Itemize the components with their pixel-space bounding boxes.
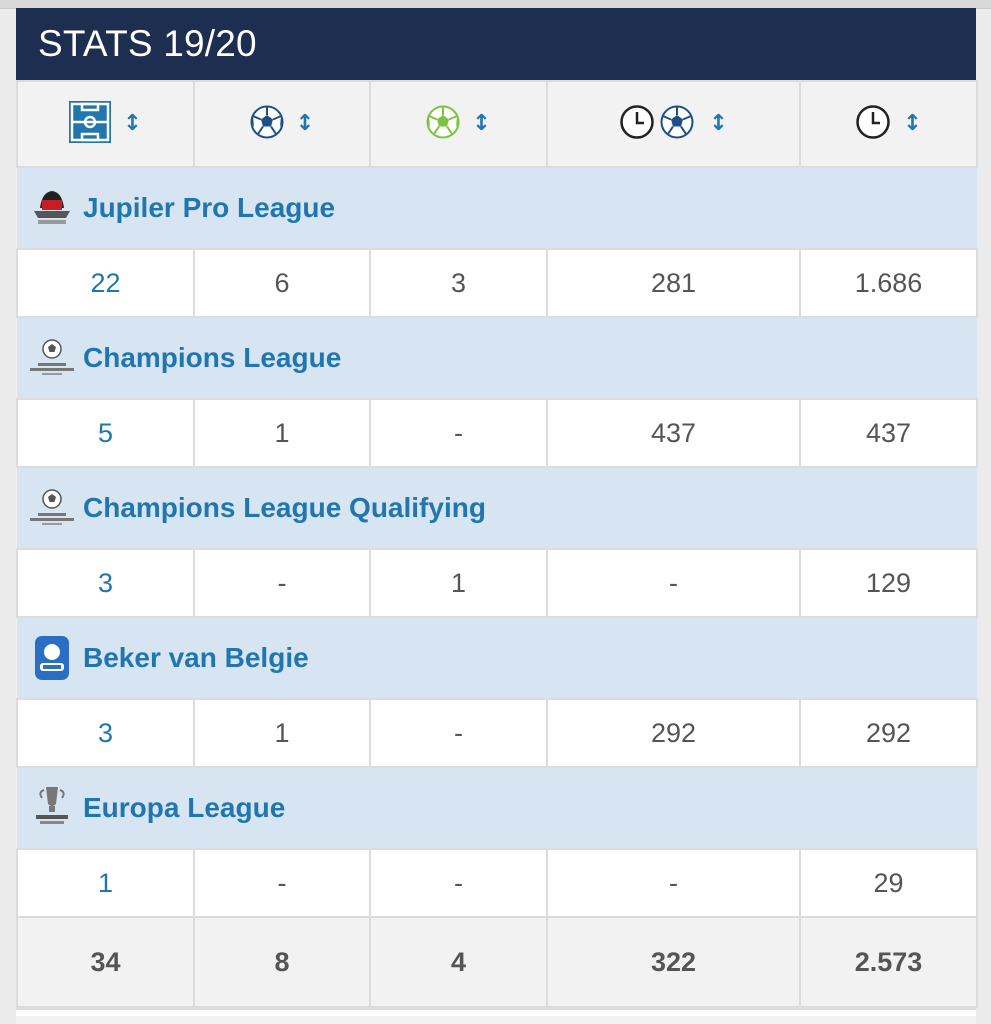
total-minutes-played-cell: 2.573: [799, 916, 978, 1008]
title-bar: STATS 19/20: [16, 8, 976, 80]
competition-cell: Jupiler Pro League: [17, 166, 977, 250]
stats-card: STATS 19/20 ↕: [16, 8, 978, 1024]
assists-cell: -: [369, 398, 548, 468]
column-header-assists[interactable]: ↕: [369, 80, 548, 168]
header-row: ↕: [16, 80, 978, 168]
assists-cell: 1: [369, 548, 548, 618]
competition-row: Champions League Qualifying: [17, 466, 977, 550]
goals-cell: 1: [193, 698, 371, 768]
total-minutes-per-goal-cell: 322: [546, 916, 801, 1008]
table-row: 22 6 3 281 1.686: [16, 248, 978, 318]
goal-ball-icon: [250, 105, 284, 144]
competition-name[interactable]: Europa League: [83, 792, 286, 823]
minutes-played-cell: 437: [799, 398, 978, 468]
champions-league-logo: [27, 333, 77, 383]
minutes-per-goal-cell: -: [546, 848, 801, 918]
competition-cell: Europa League: [17, 766, 977, 850]
minutes-per-goal-cell: 281: [546, 248, 801, 318]
competition-cell: Champions League: [17, 316, 977, 400]
minutes-per-goal-cell: 292: [546, 698, 801, 768]
competition-row: Europa League: [17, 766, 977, 850]
champions-league-qualifying-logo: [27, 483, 77, 533]
competition-row: Jupiler Pro League: [17, 166, 977, 250]
competition-cell: Champions League Qualifying: [17, 466, 977, 550]
jupiler-pro-league-logo: [27, 183, 77, 233]
assist-ball-icon: [426, 105, 460, 144]
assists-cell: 3: [369, 248, 548, 318]
appearances-cell: 1: [16, 848, 195, 918]
competition-name[interactable]: Beker van Belgie: [83, 642, 309, 673]
table-row: 1 - - - 29: [16, 848, 978, 918]
europa-league-logo: [27, 783, 77, 833]
appearances-cell: 22: [16, 248, 195, 318]
totals-row: 34 8 4 322 2.573: [16, 916, 978, 1008]
competition-cell: Beker van Belgie: [17, 616, 977, 700]
competition-row: Champions League: [17, 316, 977, 400]
beker-van-belgie-logo: [27, 633, 77, 683]
column-header-appearances[interactable]: ↕: [16, 80, 195, 168]
column-header-minutes-per-goal[interactable]: ↕: [546, 80, 801, 168]
competition-name[interactable]: Champions League: [83, 342, 342, 373]
competition-name[interactable]: Jupiler Pro League: [83, 192, 336, 223]
sort-arrows-icon[interactable]: ↕: [903, 111, 922, 136]
column-header-minutes-played[interactable]: ↕: [799, 80, 978, 168]
appearances-cell: 5: [16, 398, 195, 468]
minutes-played-cell: 292: [799, 698, 978, 768]
appearances-cell: 3: [16, 548, 195, 618]
total-assists-cell: 4: [369, 916, 548, 1008]
competition-row: Beker van Belgie: [17, 616, 977, 700]
total-appearances-cell: 34: [16, 916, 195, 1008]
sort-arrows-icon[interactable]: ↕: [123, 111, 142, 136]
assists-cell: -: [369, 848, 548, 918]
sort-arrows-icon[interactable]: ↕: [472, 111, 491, 136]
goals-cell: 6: [193, 248, 371, 318]
assists-cell: -: [369, 698, 548, 768]
minutes-played-cell: 1.686: [799, 248, 978, 318]
table-row: 3 - 1 - 129: [16, 548, 978, 618]
minutes-played-cell: 129: [799, 548, 978, 618]
column-header-goals[interactable]: ↕: [193, 80, 371, 168]
goals-cell: -: [193, 848, 371, 918]
minutes-played-cell: 29: [799, 848, 978, 918]
stats-table: ↕: [16, 80, 978, 1008]
minutes-per-goal-cell: 437: [546, 398, 801, 468]
page-title: STATS 19/20: [38, 23, 257, 64]
minutes-played-icon: [855, 104, 891, 145]
table-row: 5 1 - 437 437: [16, 398, 978, 468]
sort-arrows-icon[interactable]: ↕: [709, 111, 728, 136]
pitch-icon: [69, 100, 112, 148]
minutes-per-goal-cell: -: [546, 548, 801, 618]
table-row: 3 1 - 292 292: [16, 698, 978, 768]
sort-arrows-icon[interactable]: ↕: [295, 111, 315, 136]
competition-name[interactable]: Champions League Qualifying: [83, 492, 486, 523]
appearances-cell: 3: [16, 698, 195, 768]
table-footer-edge: [16, 1008, 976, 1016]
minutes-per-goal-icon: [619, 104, 697, 145]
total-goals-cell: 8: [193, 916, 371, 1008]
goals-cell: -: [193, 548, 371, 618]
goals-cell: 1: [193, 398, 371, 468]
